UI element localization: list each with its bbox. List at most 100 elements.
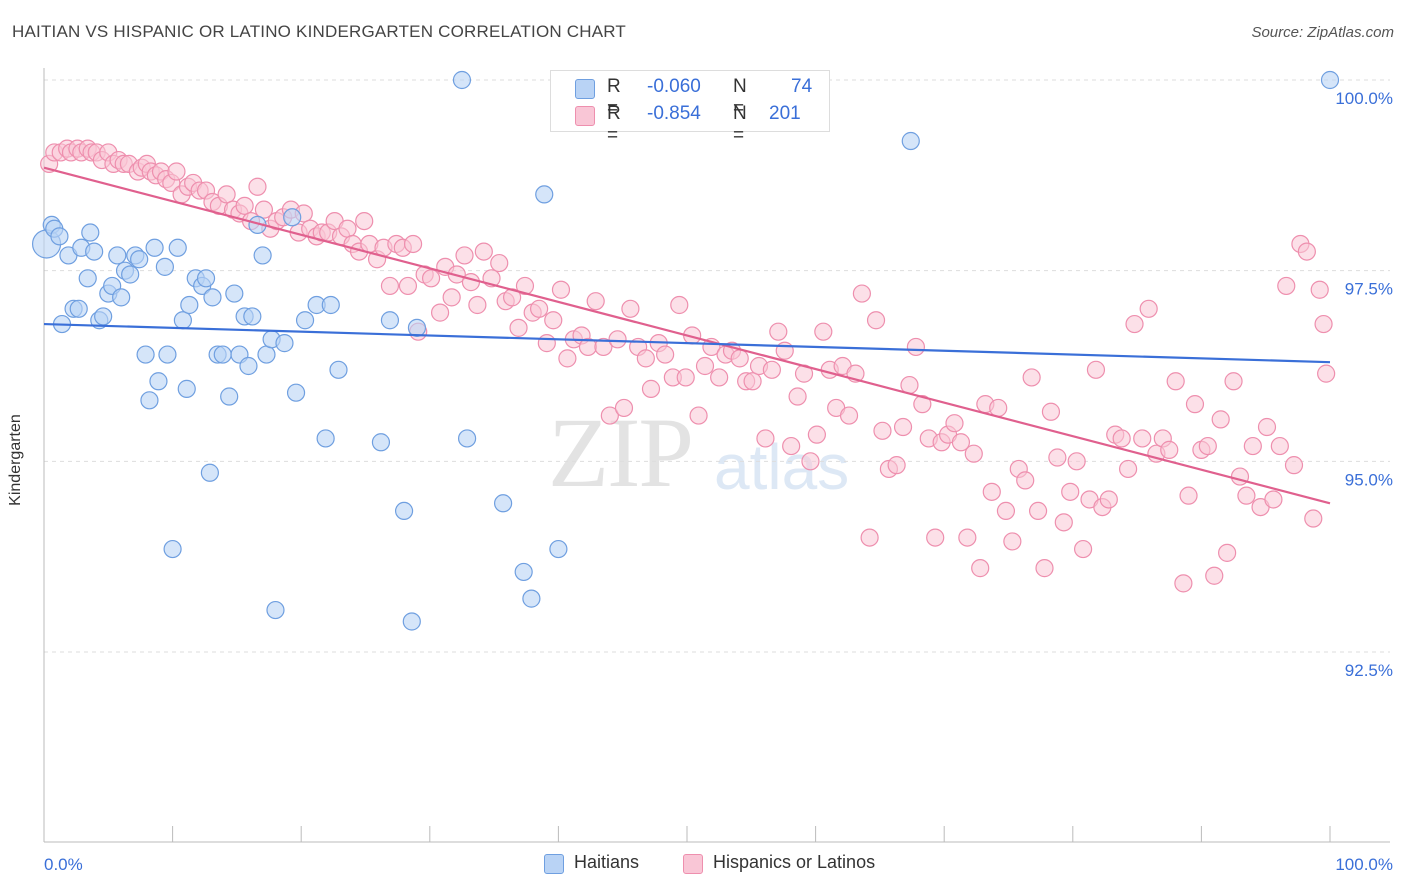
data-point-haitian <box>136 345 155 364</box>
data-point-haitian <box>535 185 554 204</box>
data-point-haitian <box>316 429 335 448</box>
data-point-hispanic <box>1314 314 1333 334</box>
data-point-hispanic <box>1257 417 1277 437</box>
data-point-hispanic <box>455 246 474 265</box>
data-point-hispanic <box>887 456 906 475</box>
data-point-hispanic <box>1073 539 1093 559</box>
data-point-haitian <box>196 269 216 288</box>
source-label: Source: ZipAtlas.com <box>1251 24 1394 41</box>
data-point-hispanic <box>551 280 571 299</box>
y-tick-label: 95.0% <box>1345 470 1393 489</box>
data-point-hispanic <box>860 528 879 547</box>
data-point-hispanic <box>1224 372 1243 391</box>
legend-r-label: R = <box>607 76 621 119</box>
data-point-hispanic <box>509 318 528 337</box>
legend-n-label: N = <box>733 76 747 119</box>
data-point-haitian <box>203 288 222 307</box>
data-point-haitian <box>177 379 196 398</box>
data-point-hispanic <box>380 276 400 296</box>
data-point-haitian <box>140 391 159 410</box>
legend-n-value: 201 <box>769 103 801 124</box>
data-point-hispanic <box>1284 456 1304 475</box>
data-point-hispanic <box>1133 429 1152 448</box>
data-point-haitian <box>514 562 533 582</box>
bottom-swatch-haitians <box>544 854 564 874</box>
data-point-hispanic <box>1277 276 1296 296</box>
data-point-hispanic <box>1166 372 1185 391</box>
data-point-hispanic <box>769 322 788 341</box>
data-point-haitian <box>173 311 192 330</box>
data-point-hispanic <box>1048 448 1067 467</box>
data-point-hispanic <box>945 414 964 433</box>
data-point-hispanic <box>594 337 613 357</box>
data-point-haitian <box>394 501 414 521</box>
data-point-hispanic <box>1160 440 1179 459</box>
data-point-haitian <box>50 227 69 246</box>
data-point-hispanic <box>1237 486 1256 505</box>
axes <box>43 68 1390 843</box>
data-point-hispanic <box>1035 559 1054 578</box>
data-point-haitian <box>225 284 244 303</box>
data-point-haitian <box>108 246 127 265</box>
data-point-haitian <box>494 494 513 513</box>
data-point-haitian <box>85 242 104 261</box>
data-point-hispanic <box>461 273 481 292</box>
data-point-haitian <box>286 383 306 402</box>
data-point-haitian <box>295 311 315 330</box>
data-point-hispanic <box>1118 459 1138 479</box>
data-point-hispanic <box>1270 436 1289 456</box>
data-point-haitian <box>452 70 472 90</box>
data-point-hispanic <box>614 398 634 418</box>
data-point-haitian <box>1320 70 1340 90</box>
y-tick-label: 97.5% <box>1345 280 1393 299</box>
data-point-hispanic <box>1317 364 1336 383</box>
data-point-hispanic <box>964 444 983 463</box>
data-point-haitian <box>69 299 88 318</box>
data-point-hispanic <box>1016 471 1035 490</box>
data-point-hispanic <box>866 311 886 330</box>
data-point-hispanic <box>670 295 689 315</box>
data-point-hispanic <box>788 387 807 406</box>
haitian-points <box>31 70 1340 631</box>
data-point-haitian <box>81 223 100 242</box>
data-point-haitian <box>168 238 187 257</box>
data-point-haitian <box>329 360 348 379</box>
data-point-hispanic <box>913 395 932 414</box>
data-point-haitian <box>457 429 477 448</box>
data-point-hispanic <box>398 276 418 296</box>
data-point-hispanic <box>1205 566 1224 585</box>
watermark-atlas: atlas <box>714 431 850 503</box>
data-point-hispanic <box>1218 543 1237 562</box>
data-point-hispanic <box>1086 360 1106 379</box>
data-point-hispanic <box>1185 395 1205 414</box>
data-point-haitian <box>380 311 400 330</box>
data-point-hispanic <box>537 334 556 353</box>
data-point-hispanic <box>1022 368 1041 387</box>
data-point-hispanic <box>1304 509 1323 528</box>
data-point-hispanic <box>338 219 357 238</box>
legend-r-value: -0.854 <box>647 103 701 124</box>
data-point-hispanic <box>1297 242 1316 261</box>
legend-n-value: 74 <box>791 76 813 97</box>
data-point-haitian <box>213 345 232 364</box>
data-point-hispanic <box>167 162 186 181</box>
data-point-haitian <box>158 345 177 364</box>
data-point-hispanic <box>873 421 892 440</box>
data-point-haitian <box>253 246 272 265</box>
data-point-haitian <box>239 356 258 376</box>
data-point-hispanic <box>1211 410 1230 429</box>
data-point-hispanic <box>641 379 661 398</box>
data-point-hispanic <box>558 349 577 368</box>
trend-line-hispanic <box>43 166 1331 505</box>
data-point-hispanic <box>656 345 675 364</box>
data-point-haitian <box>94 307 113 326</box>
bottom-legend-hispanics-label: Hispanics or Latinos <box>713 852 876 872</box>
data-point-hispanic <box>430 303 450 322</box>
data-point-haitian <box>901 131 920 151</box>
data-point-hispanic <box>355 211 374 231</box>
data-point-hispanic <box>951 433 971 452</box>
data-point-haitian <box>220 387 239 406</box>
data-point-hispanic <box>971 559 990 578</box>
data-point-hispanic <box>1054 513 1073 532</box>
data-point-hispanic <box>801 452 820 471</box>
